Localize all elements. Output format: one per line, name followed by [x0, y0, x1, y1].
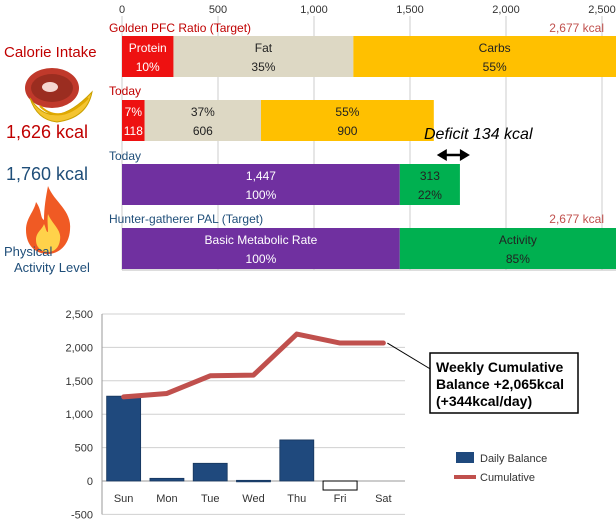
segment-percent: 10% — [136, 60, 160, 74]
bar-segment — [122, 36, 174, 77]
x-tick-label: 1,000 — [300, 4, 328, 16]
x-category-label: Fri — [334, 493, 347, 505]
x-category-label: Tue — [201, 493, 220, 505]
pfc-pal-chart: 0 500 1,000 1,500 2,000 2,500 Golden PFC Ratio… — [109, 4, 616, 271]
x-category-label: Sun — [114, 493, 134, 505]
bar-segment — [122, 100, 145, 141]
bar-segment — [261, 100, 434, 141]
segment-percent: 55% — [483, 60, 507, 74]
bar-segment — [144, 100, 262, 141]
cumulative-line — [121, 331, 386, 400]
callout-box — [429, 352, 579, 414]
bar-segment — [399, 164, 460, 205]
row-label: Hunter-gatherer PAL (Target) — [109, 212, 263, 226]
physical-activity-level-label: Physical Activity Level — [4, 244, 90, 275]
segment-percent: 85% — [506, 252, 530, 266]
segment-name: Fat — [255, 41, 273, 55]
daily-balance-bar — [236, 479, 271, 483]
y-tick-label: 2,500 — [65, 309, 93, 321]
bar-segment — [399, 228, 616, 269]
y-tick-label: 1,500 — [65, 376, 93, 388]
bar-segment — [122, 164, 400, 205]
y-tick-label: 2,000 — [65, 342, 93, 354]
expenditure-kcal-value: 1,760 kcal — [6, 164, 89, 184]
daily-balance-bar — [106, 395, 142, 482]
segment-percent: 37% — [191, 105, 215, 119]
calorie-intake-title: Calorie Intake — [4, 44, 97, 61]
legend-bar-label: Daily Balance — [480, 453, 547, 465]
segment-value: 118 — [124, 124, 143, 138]
legend-bar-swatch — [456, 452, 474, 463]
segment-name: Activity — [499, 233, 537, 247]
segment-percent: 55% — [335, 105, 359, 119]
row-label: Golden PFC Ratio (Target) — [109, 21, 251, 35]
bar-segment — [353, 36, 616, 77]
daily-balance-bar — [279, 439, 315, 482]
segment-percent: 100% — [246, 252, 277, 266]
segment-value: 313 — [420, 169, 440, 183]
segment-percent: 35% — [251, 60, 275, 74]
bar-segment — [173, 36, 354, 77]
segment-value: 606 — [193, 124, 213, 138]
callout-pointer — [387, 342, 433, 371]
deficit-label: Deficit 134 kcal — [424, 126, 533, 143]
segment-name: Basic Metabolic Rate — [205, 233, 318, 247]
bar-segment — [122, 228, 400, 269]
segment-percent: 100% — [246, 188, 277, 202]
callout-line-2: Balance +2,065kcal — [436, 376, 564, 392]
daily-balance-bar — [192, 462, 228, 482]
meat-banana-icon — [25, 68, 93, 123]
x-tick-label: 500 — [209, 4, 227, 16]
x-category-label: Sat — [375, 493, 392, 505]
x-tick-label: 2,500 — [588, 4, 616, 16]
deficit-arrow-head-right — [459, 149, 470, 161]
row-label: Today — [109, 84, 141, 98]
segment-value: 1,447 — [246, 169, 276, 183]
segment-percent: 22% — [418, 188, 442, 202]
deficit-arrow-head-left — [436, 149, 447, 161]
callout-line-3: (+344kcal/day) — [436, 393, 532, 409]
y-tick-label: -500 — [71, 509, 93, 521]
x-tick-label: 2,000 — [492, 4, 520, 16]
x-category-label: Mon — [156, 493, 177, 505]
row-total-label: 2,677 kcal — [549, 21, 604, 35]
segment-name: Carbs — [479, 41, 511, 55]
daily-balance-bar — [322, 480, 358, 491]
callout-line-1: Weekly Cumulative — [436, 359, 564, 375]
x-tick-label: 0 — [119, 4, 125, 16]
daily-balance-bar — [149, 477, 185, 482]
y-tick-label: 500 — [75, 443, 93, 455]
weekly-balance-chart: 2,500 2,000 1,500 1,000 500 0 -500 Sun Mon Tue Wed… — [65, 309, 579, 521]
x-category-label: Wed — [242, 493, 264, 505]
segment-percent: 7% — [125, 105, 143, 119]
legend-line-label: Cumulative — [480, 472, 535, 484]
x-tick-label: 1,500 — [396, 4, 424, 16]
segment-name: Protein — [129, 41, 167, 55]
y-tick-label: 0 — [87, 476, 93, 488]
row-label: Today — [109, 149, 141, 163]
segment-value: 900 — [337, 124, 357, 138]
x-category-label: Thu — [287, 493, 306, 505]
row-total-label: 2,677 kcal — [549, 212, 604, 226]
flame-icon — [26, 186, 71, 254]
y-tick-label: 1,000 — [65, 409, 93, 421]
intake-kcal-value: 1,626 kcal — [6, 122, 89, 142]
